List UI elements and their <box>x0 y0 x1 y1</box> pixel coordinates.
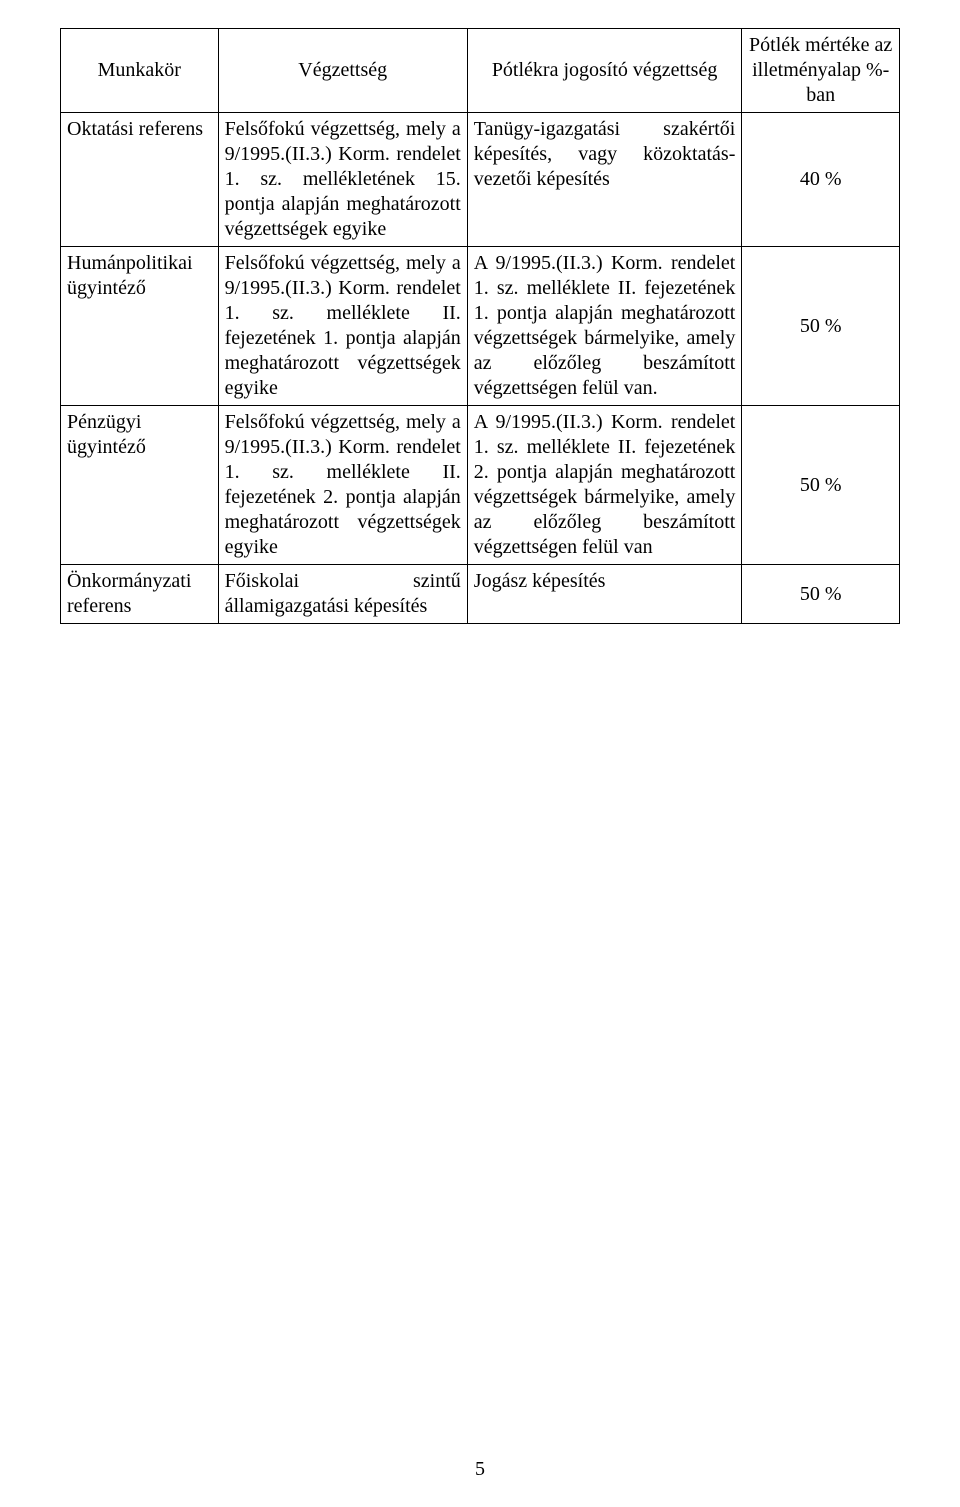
cell-potlek-vegzettseg: A 9/1995.(II.3.) Korm. rendelet 1. sz. m… <box>467 406 742 565</box>
table-row: Humánpolitikai ügyintéző Felsőfokú végze… <box>61 247 900 406</box>
cell-vegzettseg: Főiskolai szintű államigazgatási képesít… <box>218 565 467 624</box>
cell-merteke: 40 % <box>742 113 900 247</box>
cell-potlek-vegzettseg: A 9/1995.(II.3.) Korm. rendelet 1. sz. m… <box>467 247 742 406</box>
cell-munkakor: Humánpolitikai ügyintéző <box>61 247 219 406</box>
cell-potlek-vegzettseg: Tanügy-igazgatási szakértői képesítés, v… <box>467 113 742 247</box>
header-vegzettseg: Végzettség <box>218 29 467 113</box>
page: Munkakör Végzettség Pótlékra jogosító vé… <box>0 0 960 1507</box>
cell-potlek-vegzettseg: Jogász képesítés <box>467 565 742 624</box>
data-table: Munkakör Végzettség Pótlékra jogosító vé… <box>60 28 900 624</box>
cell-munkakor: Önkormányzati referens <box>61 565 219 624</box>
cell-vegzettseg: Felsőfokú végzettség, mely a 9/1995.(II.… <box>218 113 467 247</box>
cell-vegzettseg: Felsőfokú végzettség, mely a 9/1995.(II.… <box>218 247 467 406</box>
page-number: 5 <box>0 1458 960 1481</box>
table-row: Pénzügyi ügyintéző Felsőfokú végzettség,… <box>61 406 900 565</box>
header-munkakor: Munkakör <box>61 29 219 113</box>
header-merteke: Pótlék mértéke az illetményalap %-ban <box>742 29 900 113</box>
cell-merteke: 50 % <box>742 406 900 565</box>
header-potlek-vegzettseg: Pótlékra jogosító végzettség <box>467 29 742 113</box>
cell-merteke: 50 % <box>742 565 900 624</box>
cell-merteke: 50 % <box>742 247 900 406</box>
cell-vegzettseg: Felsőfokú végzettség, mely a 9/1995.(II.… <box>218 406 467 565</box>
cell-munkakor: Pénzügyi ügyintéző <box>61 406 219 565</box>
table-header-row: Munkakör Végzettség Pótlékra jogosító vé… <box>61 29 900 113</box>
cell-munkakor: Oktatási referens <box>61 113 219 247</box>
table-row: Önkormányzati referens Főiskolai szintű … <box>61 565 900 624</box>
table-row: Oktatási referens Felsőfokú végzettség, … <box>61 113 900 247</box>
